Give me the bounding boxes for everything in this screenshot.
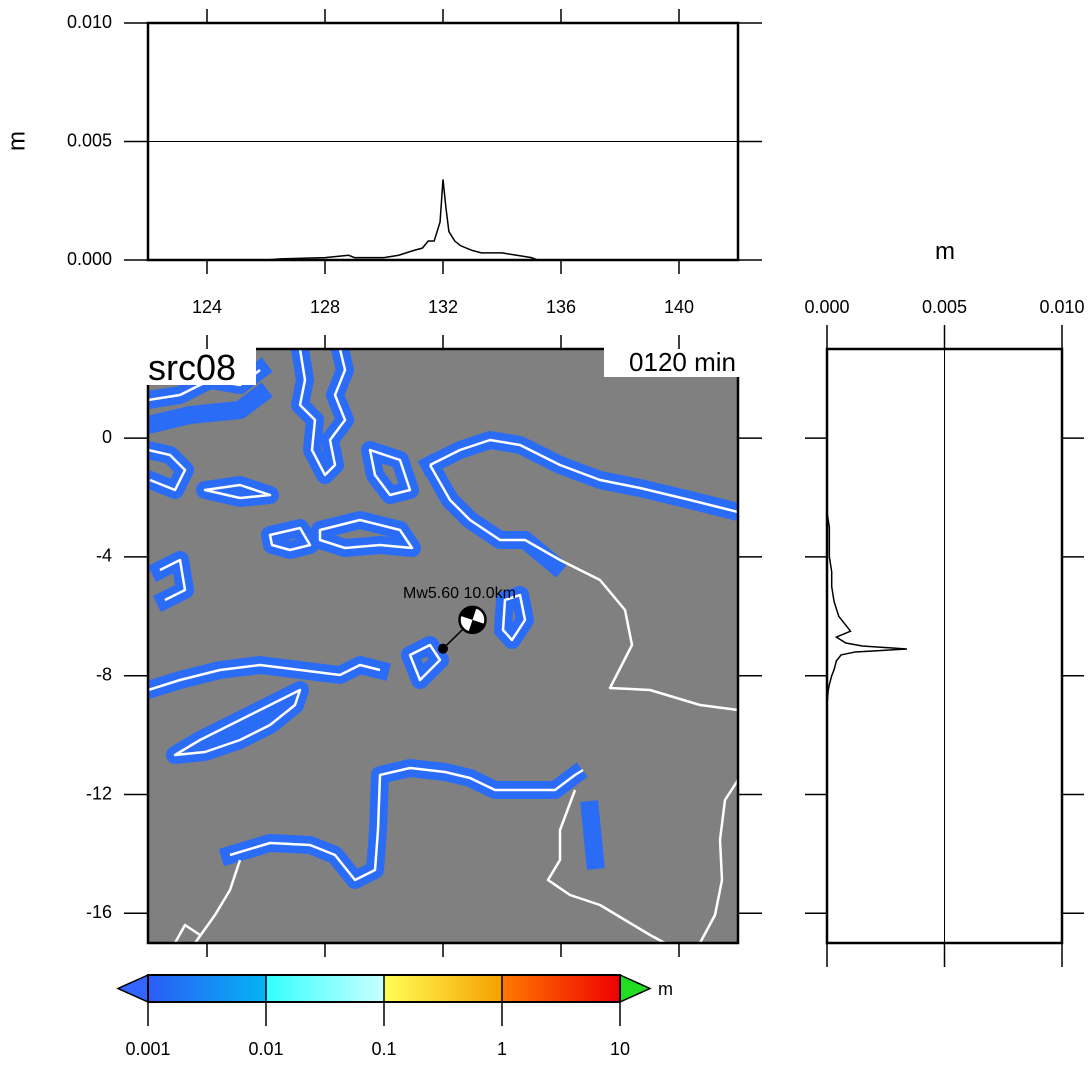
profile-line	[148, 179, 738, 261]
y-tick-label: 0.005	[67, 130, 112, 150]
y-tick-label: 0	[102, 427, 112, 447]
y-tick-label: -8	[96, 664, 112, 684]
colorbar-under	[116, 973, 149, 1004]
source-annotation: Mw5.60 10.0km	[403, 585, 516, 602]
colorbar-segment	[148, 975, 266, 1002]
colorbar-tick-label: 0.001	[125, 1039, 170, 1059]
y-tick-label: -12	[86, 783, 112, 803]
colorbar-tick-label: 0.1	[371, 1039, 396, 1059]
colorbar-segment	[502, 975, 620, 1002]
source-label: src08	[148, 347, 236, 388]
profile-line	[826, 349, 907, 943]
colorbar-tick-label: 10	[610, 1039, 630, 1059]
time-label: 0120 min	[629, 347, 736, 377]
colorbar-tick-label: 0.01	[248, 1039, 283, 1059]
x-tick-label: 0.010	[1039, 297, 1084, 317]
x-tick-label: 132	[428, 297, 458, 317]
colorbar-tick-label: 1	[497, 1039, 507, 1059]
y-tick-label: -4	[96, 546, 112, 566]
epicenter	[438, 643, 448, 654]
y-tick-label: -16	[86, 902, 112, 922]
x-tick-label: 140	[664, 297, 694, 317]
colorbar-over	[619, 973, 652, 1004]
x-tick-label: 128	[310, 297, 340, 317]
colorbar-unit: m	[658, 979, 673, 999]
colorbar-segment	[384, 975, 502, 1002]
x-tick-label: 136	[546, 297, 576, 317]
x-tick-label: 0.005	[922, 297, 967, 317]
label-box	[146, 347, 256, 385]
x-axis-label: m	[935, 238, 955, 265]
y-tick-label: 0.000	[67, 249, 112, 269]
focal-mechanism-quadrant	[460, 607, 485, 633]
map-layers	[148, 349, 738, 943]
y-tick-label: 0.010	[67, 12, 112, 32]
x-tick-label: 0.000	[804, 297, 849, 317]
x-tick-label: 124	[192, 297, 222, 317]
y-axis-label: m	[3, 131, 30, 151]
label-box	[604, 347, 740, 377]
colorbar-segment	[266, 975, 384, 1002]
